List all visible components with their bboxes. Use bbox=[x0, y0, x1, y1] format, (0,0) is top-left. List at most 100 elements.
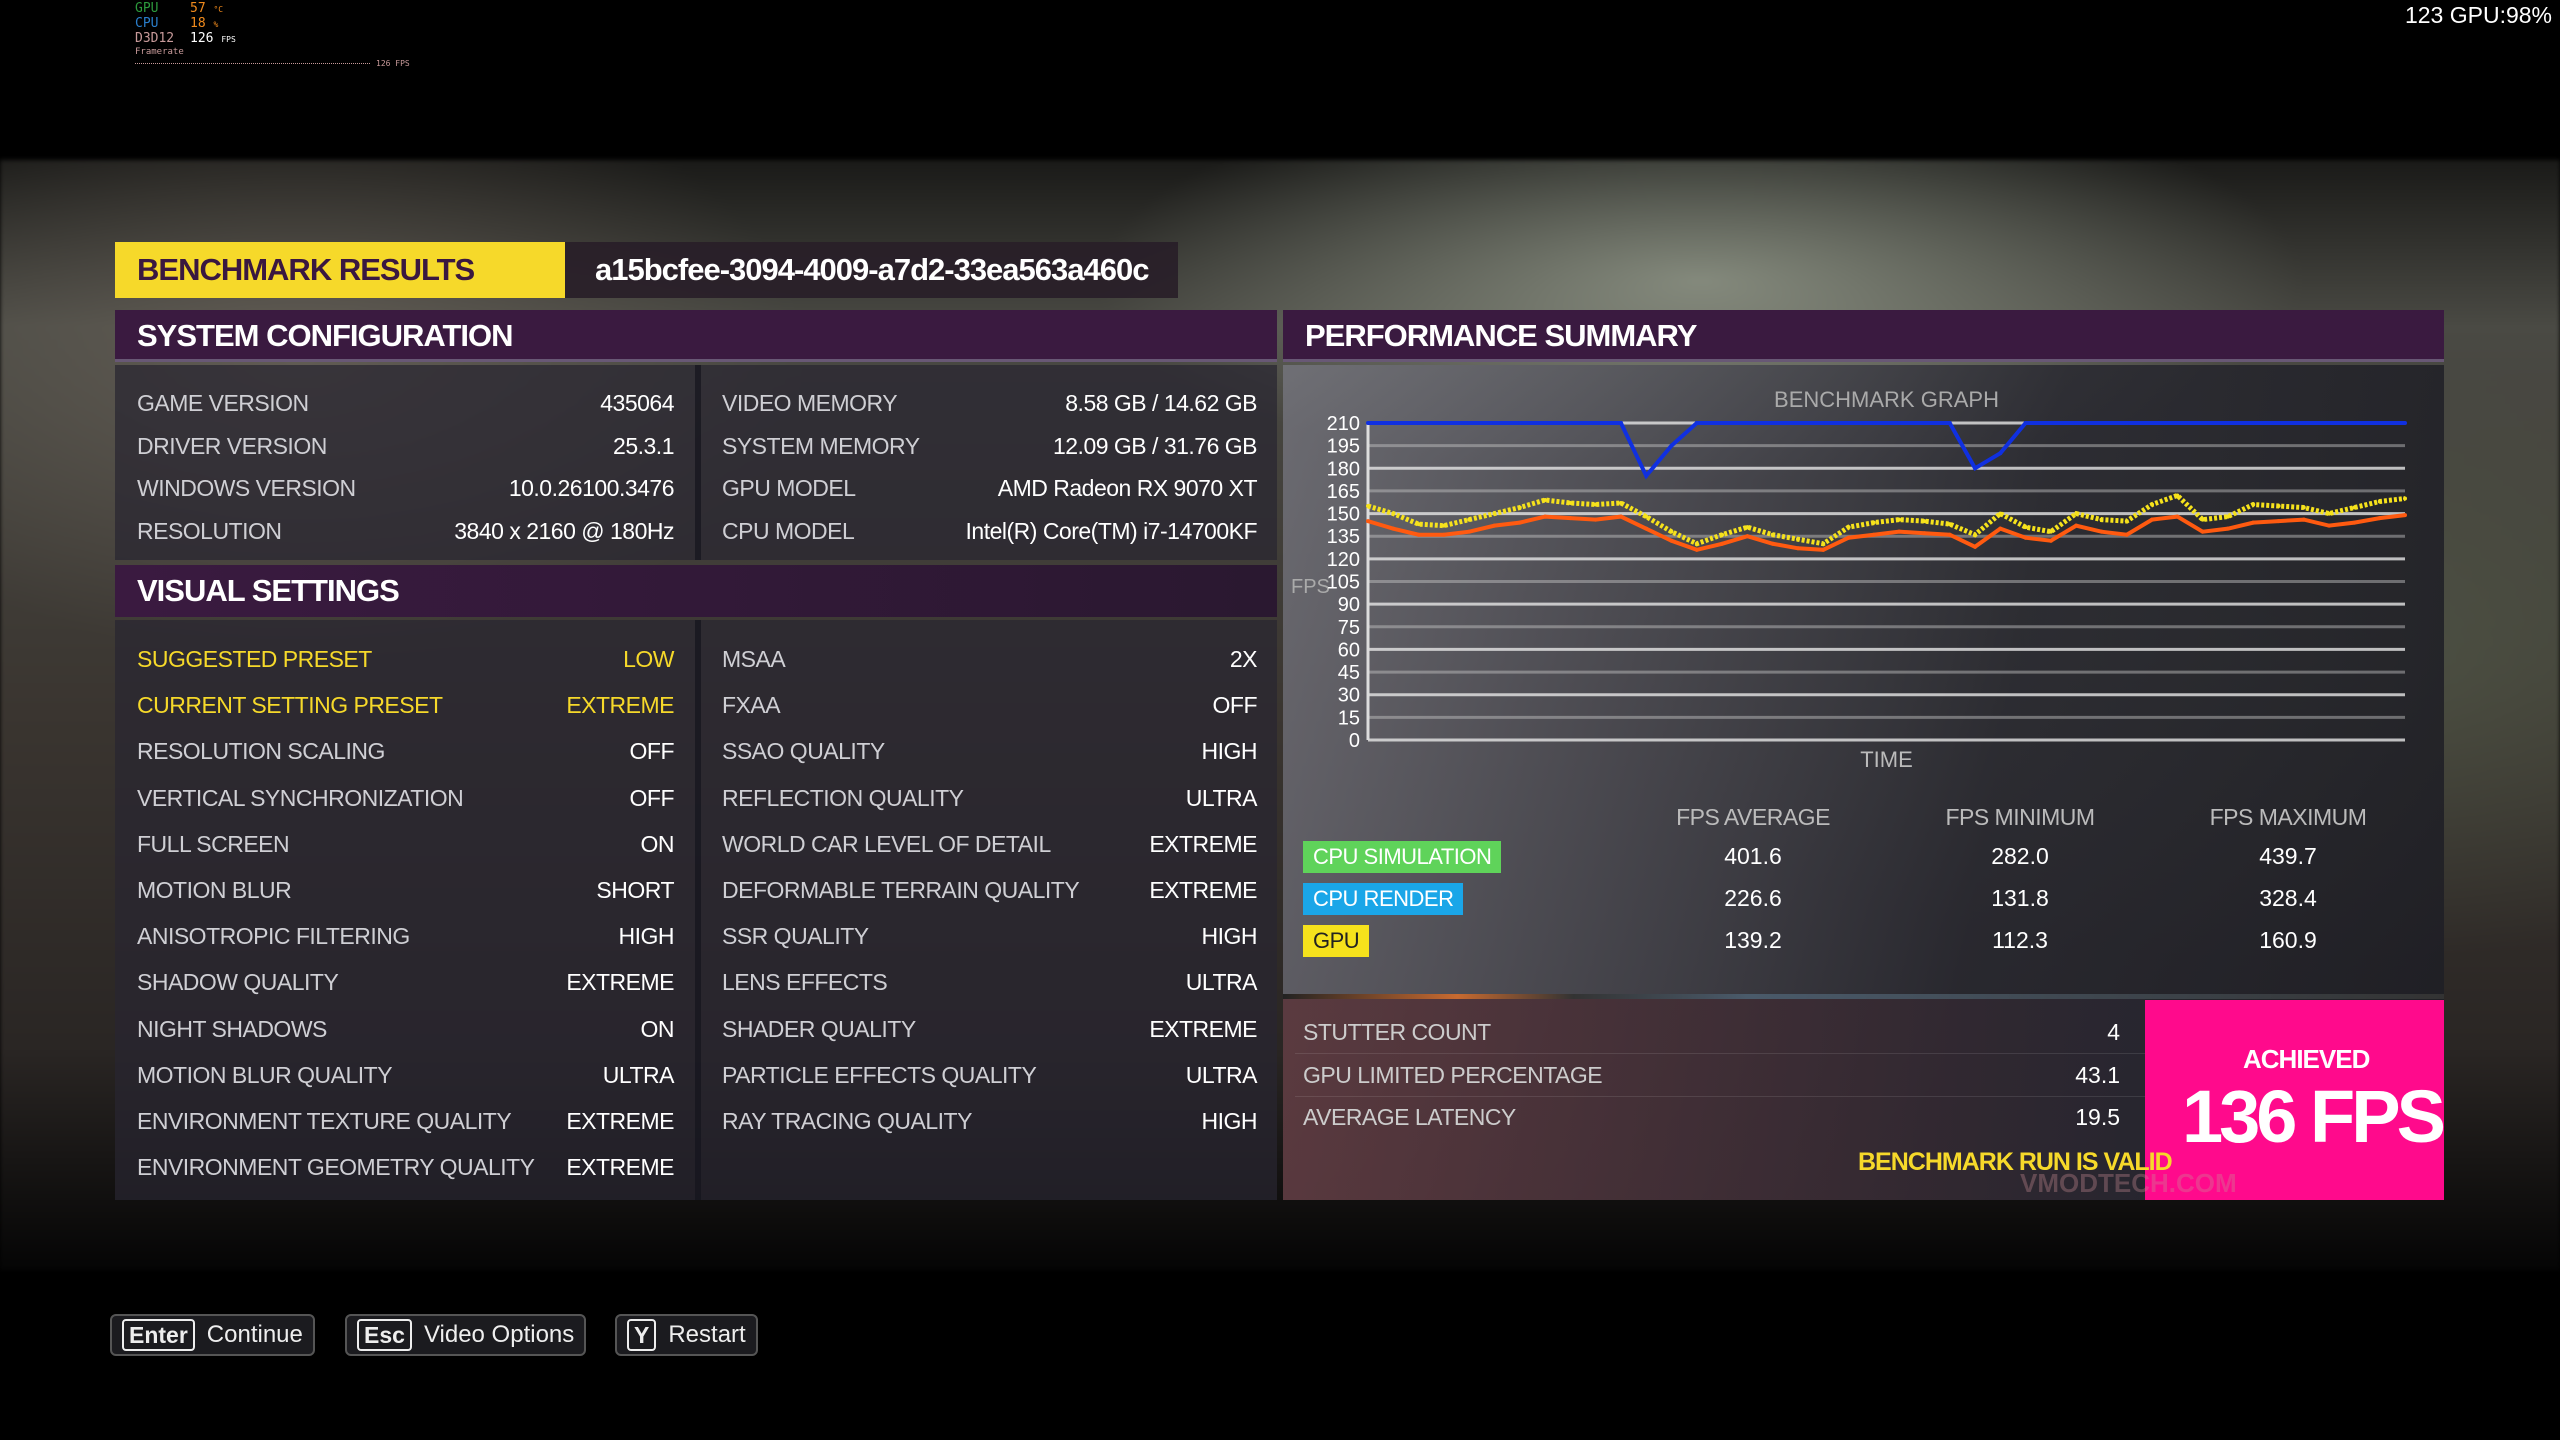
data-point bbox=[1745, 421, 1750, 425]
data-point bbox=[2352, 421, 2357, 425]
data-point bbox=[2023, 535, 2028, 540]
divider bbox=[1295, 1095, 2145, 1097]
setting-value: OFF bbox=[629, 738, 675, 765]
run-id: a15bcfee-3094-4009-a7d2-33ea563a460c bbox=[565, 242, 1178, 298]
setting-value: LOW bbox=[623, 646, 674, 672]
data-point bbox=[1720, 541, 1725, 546]
data-point bbox=[1593, 517, 1598, 522]
column-header: FPS MINIMUM bbox=[1945, 804, 2095, 830]
data-point bbox=[1593, 421, 1598, 425]
data-point bbox=[1998, 526, 2003, 531]
setting-value: ULTRA bbox=[1185, 969, 1258, 996]
setting-label: DRIVER VERSION bbox=[137, 432, 327, 459]
continue-button[interactable]: Enter Continue bbox=[110, 1314, 315, 1356]
data-point bbox=[1366, 504, 1370, 509]
category-badge: CPU RENDER bbox=[1303, 883, 1464, 915]
achieved-label: ACHIEVED bbox=[2243, 1044, 2370, 1074]
stat-value: 43.1 bbox=[2075, 1061, 2120, 1088]
setting-label: MSAA bbox=[722, 646, 786, 672]
setting-value: ULTRA bbox=[1185, 784, 1258, 811]
button-label: Video Options bbox=[423, 1321, 575, 1348]
data-point bbox=[1366, 519, 1370, 524]
data-point bbox=[1492, 421, 1497, 425]
setting-label: SSR QUALITY bbox=[722, 923, 869, 950]
y-tick-label: 45 bbox=[1338, 662, 1360, 684]
data-point bbox=[1770, 421, 1775, 425]
data-point bbox=[1998, 511, 2003, 516]
restart-button[interactable]: Y Restart bbox=[615, 1314, 758, 1356]
stat-label: AVERAGE LATENCY bbox=[1303, 1104, 1516, 1130]
setting-row: RESOLUTION SCALING OFF bbox=[137, 731, 674, 771]
performance-summary-header: PERFORMANCE SUMMARY bbox=[1283, 310, 2444, 362]
setting-row: RAY TRACING QUALITY HIGH bbox=[722, 1101, 1257, 1141]
data-point bbox=[1846, 421, 1851, 425]
setting-value: ON bbox=[640, 1015, 675, 1042]
table-cell: 112.3 bbox=[1992, 927, 2048, 953]
y-tick-label: 180 bbox=[1327, 458, 1360, 480]
y-tick-label: 75 bbox=[1338, 617, 1360, 639]
setting-value: 25.3.1 bbox=[613, 432, 674, 459]
setting-label: FULL SCREEN bbox=[137, 830, 290, 857]
setting-row: ENVIRONMENT TEXTURE QUALITY EXTREME bbox=[137, 1101, 674, 1141]
data-point bbox=[1694, 421, 1699, 425]
data-point bbox=[1593, 502, 1598, 507]
setting-row: LENS EFFECTS ULTRA bbox=[722, 962, 1258, 1002]
overlay-cpu-value: 18 bbox=[190, 16, 206, 31]
setting-row: MOTION BLUR QUALITY ULTRA bbox=[137, 1055, 675, 1095]
overlay-cpu-label: CPU bbox=[135, 16, 159, 31]
data-point bbox=[1871, 520, 1876, 525]
data-point bbox=[2023, 421, 2028, 425]
data-point bbox=[1391, 511, 1396, 516]
data-point bbox=[1416, 532, 1421, 537]
overlay-framerate-graph bbox=[135, 62, 370, 66]
data-point bbox=[2150, 502, 2155, 507]
setting-label: SUGGESTED PRESET bbox=[137, 646, 372, 672]
overlay-fps-value: 126 bbox=[190, 31, 214, 46]
data-point bbox=[2150, 517, 2155, 522]
setting-value: 12.09 GB / 31.76 GB bbox=[1052, 432, 1258, 459]
setting-row: WINDOWS VERSION 10.0.26100.3476 bbox=[137, 468, 675, 508]
video-options-button[interactable]: Esc Video Options bbox=[345, 1314, 587, 1356]
setting-value: HIGH bbox=[1201, 923, 1258, 950]
table-cell: 139.2 bbox=[1724, 927, 1782, 953]
y-tick-label: 120 bbox=[1327, 549, 1360, 571]
setting-row: NIGHT SHADOWS ON bbox=[137, 1009, 674, 1049]
data-point bbox=[2074, 523, 2079, 528]
data-point bbox=[2251, 502, 2256, 507]
data-point bbox=[1416, 522, 1421, 527]
data-point bbox=[1795, 537, 1800, 542]
data-point bbox=[1669, 538, 1674, 543]
data-point bbox=[1669, 443, 1674, 448]
divider bbox=[695, 365, 701, 560]
data-point bbox=[1745, 534, 1750, 539]
setting-label: MOTION BLUR bbox=[137, 877, 292, 903]
setting-row: GAME VERSION 435064 bbox=[137, 383, 674, 423]
data-point bbox=[1543, 497, 1548, 502]
table-cell: 439.7 bbox=[2259, 843, 2317, 869]
setting-label: RESOLUTION SCALING bbox=[137, 738, 385, 765]
stat-label: GPU LIMITED PERCENTAGE bbox=[1303, 1061, 1603, 1088]
data-point bbox=[1922, 531, 1927, 536]
chart-title: BENCHMARK GRAPH bbox=[1774, 387, 1999, 412]
data-point bbox=[2124, 532, 2129, 537]
setting-value: 2X bbox=[1229, 646, 1258, 672]
setting-label: ENVIRONMENT GEOMETRY QUALITY bbox=[137, 1154, 535, 1181]
data-point bbox=[2251, 520, 2256, 525]
data-point bbox=[1720, 421, 1725, 425]
category-badge: GPU bbox=[1303, 925, 1370, 957]
data-point bbox=[1821, 541, 1826, 546]
overlay-fps-unit: FPS bbox=[221, 35, 236, 44]
table-cell: 226.6 bbox=[1724, 885, 1782, 911]
data-point bbox=[1618, 514, 1623, 519]
setting-label: RESOLUTION bbox=[137, 517, 282, 544]
data-point bbox=[2175, 421, 2180, 425]
y-tick-label: 90 bbox=[1338, 594, 1360, 616]
data-point bbox=[1441, 532, 1446, 537]
data-point bbox=[2327, 523, 2332, 528]
setting-row: GPU MODEL AMD Radeon RX 9070 XT bbox=[722, 468, 1258, 508]
data-point bbox=[2175, 493, 2180, 498]
benchmark-valid-text: BENCHMARK RUN IS VALID bbox=[1858, 1148, 2173, 1176]
data-point bbox=[2276, 421, 2281, 425]
data-point bbox=[2200, 421, 2205, 425]
category-badge: CPU SIMULATION bbox=[1303, 841, 1502, 873]
